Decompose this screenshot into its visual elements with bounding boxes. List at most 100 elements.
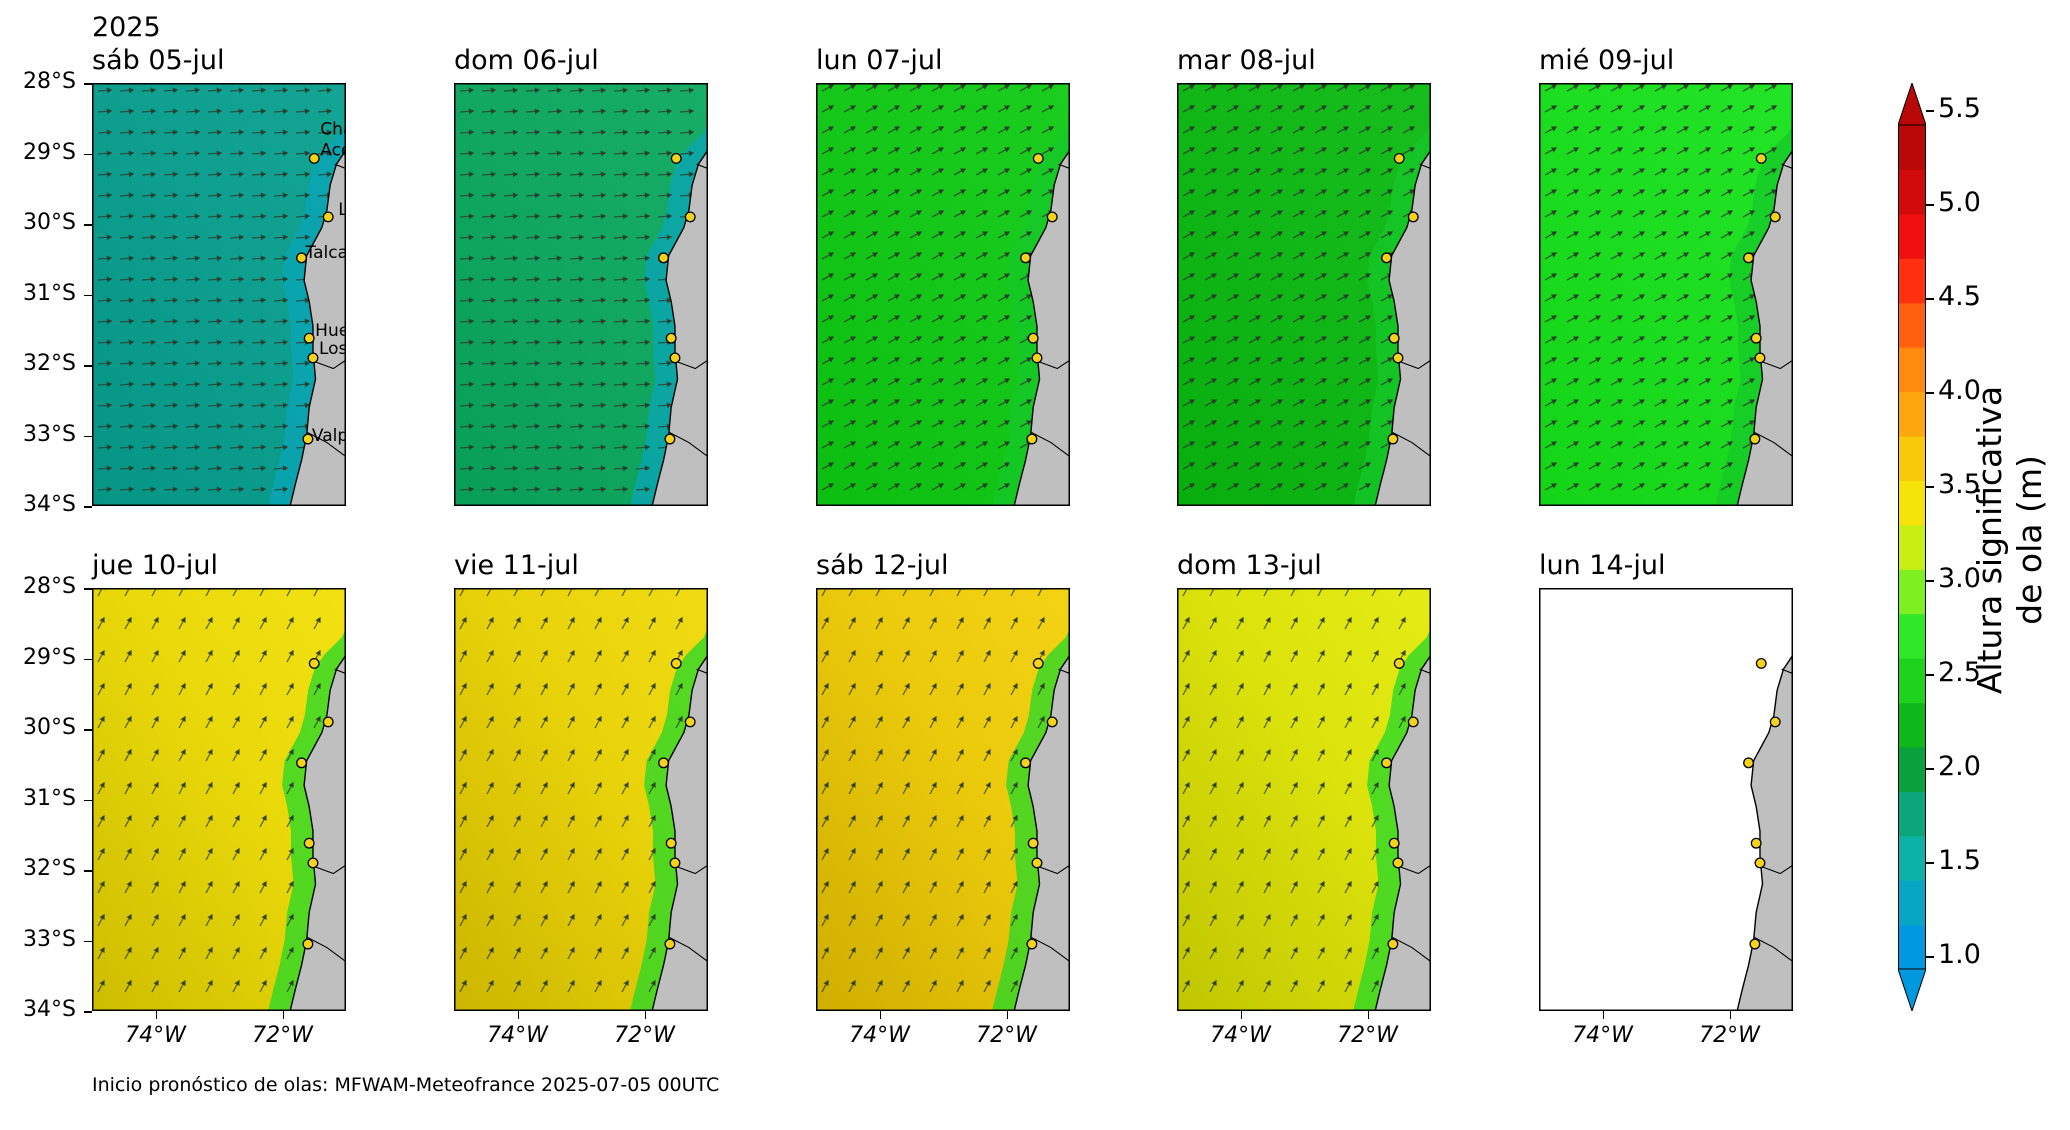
latitude-tick-label: 30°S: [23, 715, 76, 740]
panel-title: lun 14-jul: [1539, 550, 1666, 581]
land-area: [290, 83, 346, 506]
latitude-tick-mark: [84, 729, 92, 731]
city-marker: [307, 857, 319, 869]
latitude-tick-label: 31°S: [23, 785, 76, 811]
longitude-tick-mark: [644, 1011, 646, 1019]
latitude-tick-label: 34°S: [23, 492, 76, 517]
colorbar-tick-mark: [1926, 956, 1934, 958]
wave-height-field: [1539, 588, 1793, 1011]
colorbar-segment: [1898, 924, 1926, 970]
panel-title: sáb 12-jul: [816, 550, 949, 581]
latitude-tick-mark: [84, 294, 92, 296]
longitude-tick-mark: [517, 1011, 519, 1019]
longitude-tick-mark: [1602, 1011, 1604, 1019]
forecast-footer: Inicio pronóstico de olas: MFWAM-Meteofr…: [92, 1074, 720, 1096]
city-marker: [1046, 211, 1058, 223]
colorbar-tick-mark: [1926, 298, 1934, 300]
latitude-tick-mark: [84, 1011, 92, 1013]
latitude-tick-label: 32°S: [23, 856, 76, 881]
colorbar-segment: [1898, 569, 1926, 615]
colorbar-tick-label: 1.0: [1938, 939, 1981, 970]
colorbar-tick-mark: [1926, 392, 1934, 394]
colorbar-segment: [1898, 835, 1926, 881]
city-marker: [664, 433, 676, 445]
city-marker: [322, 716, 334, 728]
colorbar-extend-max: [1897, 81, 1927, 126]
latitude-tick-label: 28°S: [23, 69, 76, 94]
wave-height-field: [454, 588, 708, 1011]
city-marker: [1749, 938, 1761, 950]
colorbar-tick-label: 2.0: [1938, 751, 1981, 782]
map-panel: [816, 83, 1070, 506]
city-marker: [1750, 837, 1762, 849]
city-label: Chañaral de: [320, 119, 346, 139]
panel-title: vie 11-jul: [454, 550, 579, 581]
land-area: [1014, 588, 1070, 1011]
wave-height-field: [92, 83, 346, 506]
wave-direction-arrows: [97, 588, 321, 993]
panel-title: sáb 05-jul: [92, 45, 225, 76]
latitude-tick-label: 34°S: [23, 997, 76, 1022]
land-area: [290, 588, 346, 1011]
colorbar-label-line1: Altura significativa: [1970, 385, 2009, 695]
latitude-tick-label: 29°S: [23, 139, 76, 165]
latitude-tick-label: 28°S: [23, 574, 76, 599]
city-marker: [669, 352, 681, 364]
map-panel: [816, 588, 1070, 1011]
city-marker: [1026, 938, 1038, 950]
land-area: [1375, 83, 1431, 506]
city-label: La Serena: [338, 200, 346, 220]
colorbar-segment: [1898, 347, 1926, 393]
city-marker: [1769, 716, 1781, 728]
colorbar-segment: [1898, 880, 1926, 926]
wave-height-field: [454, 83, 708, 506]
map-panel: [454, 83, 708, 506]
colorbar-segment: [1898, 524, 1926, 570]
wave-direction-arrows: [459, 588, 683, 993]
wave-height-field: [92, 588, 346, 1011]
latitude-tick-label: 33°S: [23, 926, 76, 952]
city-marker: [296, 757, 308, 769]
city-marker: [1407, 211, 1419, 223]
colorbar-segment: [1898, 480, 1926, 526]
city-marker: [1031, 352, 1043, 364]
latitude-tick-mark: [84, 224, 92, 226]
city-marker: [303, 837, 315, 849]
map-panel: [1177, 588, 1431, 1011]
longitude-tick-label: 74°W: [1572, 1023, 1633, 1048]
city-marker: [684, 211, 696, 223]
panel-title: lun 07-jul: [816, 45, 943, 76]
city-marker: [1031, 857, 1043, 869]
city-label: Valparaíso: [312, 426, 346, 446]
city-marker: [1387, 938, 1399, 950]
land-area: [1737, 588, 1793, 1011]
latitude-tick-mark: [84, 588, 92, 590]
longitude-tick-label: 74°W: [849, 1023, 910, 1048]
colorbar-tick-label: 4.5: [1938, 281, 1981, 312]
latitude-tick-mark: [84, 365, 92, 367]
colorbar-tick-label: 5.5: [1938, 93, 1981, 124]
city-marker: [303, 332, 315, 344]
panel-title: mié 09-jul: [1539, 45, 1675, 76]
city-marker: [1743, 757, 1755, 769]
city-marker: [322, 211, 334, 223]
colorbar-segment: [1898, 302, 1926, 348]
city-label: Talcaruca: [305, 243, 346, 263]
map-panel: [454, 588, 708, 1011]
land-area: [1375, 588, 1431, 1011]
city-marker: [302, 433, 314, 445]
city-marker: [1393, 657, 1405, 669]
colorbar: [1897, 81, 1927, 1013]
wave-direction-arrows: [821, 84, 1055, 491]
colorbar-tick-mark: [1926, 580, 1934, 582]
panel-title: dom 13-jul: [1177, 550, 1322, 581]
city-marker: [658, 757, 670, 769]
wave-direction-arrows: [821, 588, 1045, 993]
city-marker: [1388, 332, 1400, 344]
city-marker: [1769, 211, 1781, 223]
city-marker: [1026, 433, 1038, 445]
map-panel: [92, 588, 346, 1011]
wave-direction-arrows: [459, 87, 695, 493]
colorbar-segment: [1898, 613, 1926, 659]
wave-direction-arrows: [1182, 84, 1416, 491]
